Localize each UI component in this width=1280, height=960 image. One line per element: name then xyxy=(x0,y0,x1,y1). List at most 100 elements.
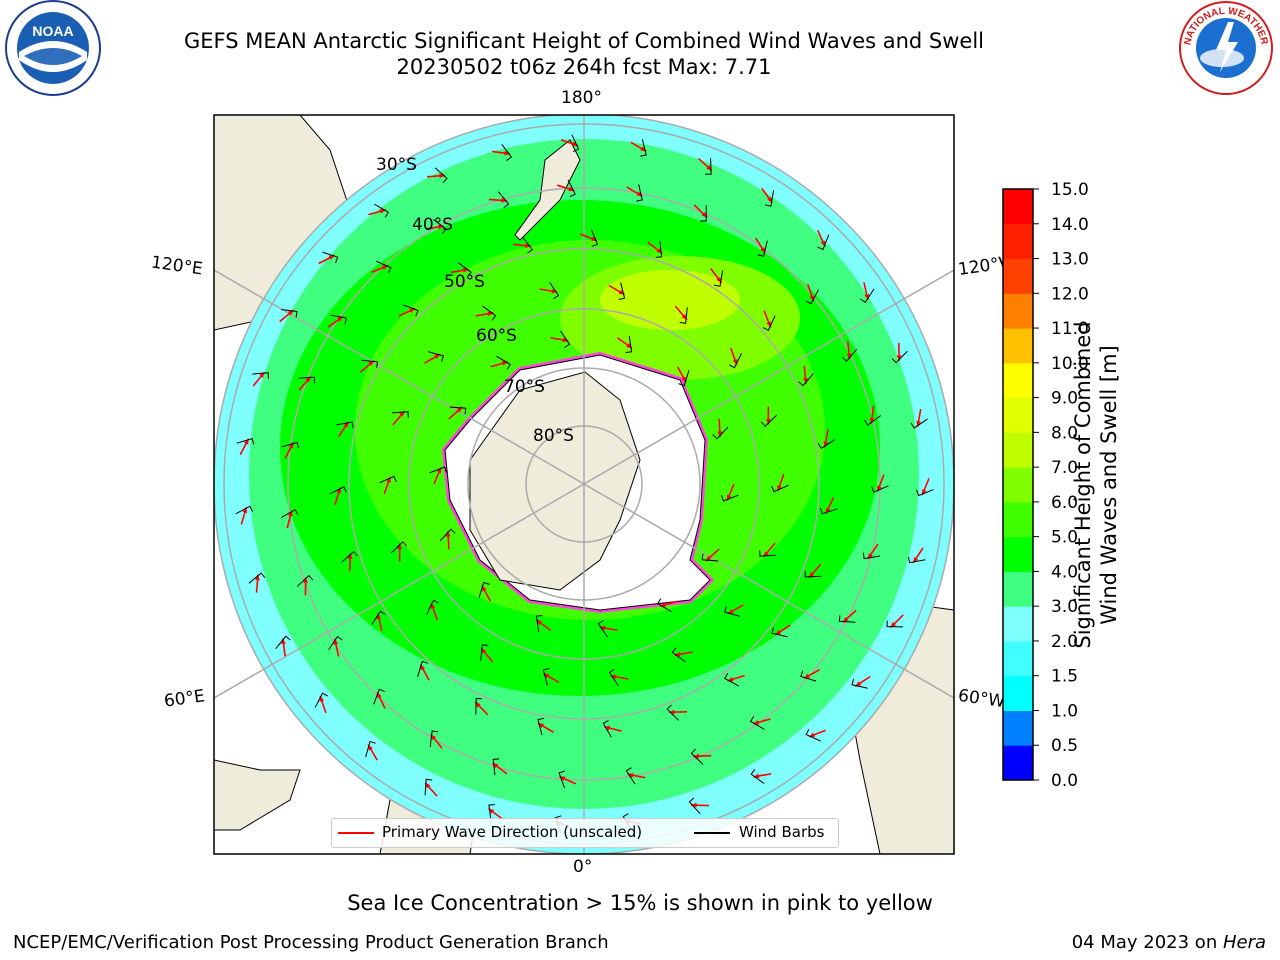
wave-direction-arrowhead xyxy=(504,150,511,156)
wind-barb xyxy=(712,426,729,440)
wave-direction-arrowhead xyxy=(890,622,896,628)
wind-barb xyxy=(429,730,439,747)
wave-direction-arrowhead xyxy=(705,555,712,561)
wind-barb xyxy=(402,304,419,317)
wind-barb xyxy=(891,350,908,364)
colorbar-tick-label: 13.0 xyxy=(1051,250,1089,270)
wind-barb xyxy=(434,167,448,184)
colorbar-swatch xyxy=(1003,745,1033,781)
wave-direction-arrowhead xyxy=(525,243,531,249)
wind-barb xyxy=(322,251,339,264)
wind-barb xyxy=(427,351,444,362)
wind-barb xyxy=(851,678,868,689)
wind-barb xyxy=(429,466,448,474)
wind-barb xyxy=(871,485,889,493)
wind-barb xyxy=(636,184,643,202)
wind-barb xyxy=(864,415,882,426)
wind-barb xyxy=(908,556,926,564)
wave-direction-arrowhead xyxy=(382,265,389,270)
wind-barb xyxy=(705,158,712,175)
wind-barb xyxy=(475,697,483,715)
wave-direction-arrowhead xyxy=(716,277,722,283)
wave-direction-arrowhead xyxy=(475,701,481,708)
wind-barb xyxy=(567,179,576,198)
wind-barb xyxy=(760,414,778,427)
map-title: GEFS MEAN Antarctic Significant Height o… xyxy=(183,29,985,53)
wave-direction-arrowhead xyxy=(281,638,286,645)
colorbar-swatch xyxy=(1003,293,1033,329)
legend-black-line xyxy=(694,832,730,834)
colorbar-tick-label: 12.0 xyxy=(1051,284,1089,304)
wind-barb xyxy=(590,229,599,247)
wind-barb xyxy=(671,647,686,663)
wave-direction-arrowhead xyxy=(337,316,344,322)
colorbar-swatch xyxy=(1003,397,1033,433)
wind-barb xyxy=(688,797,701,814)
wind-barb xyxy=(281,441,300,449)
wind-barb xyxy=(336,421,354,429)
wind-barb xyxy=(916,489,934,497)
wind-barb xyxy=(236,437,255,445)
colorbar-title-line2: Wind Waves and Swell [m] xyxy=(1097,345,1121,625)
colorbar-tick-label: 10.0 xyxy=(1051,354,1089,374)
wind-barb xyxy=(679,307,688,324)
colorbar-tick-label: 5.0 xyxy=(1051,528,1078,548)
wind-barb xyxy=(678,370,690,387)
wave-direction-arrowhead xyxy=(808,732,815,737)
wave-direction-arrowhead xyxy=(760,247,766,254)
wind-barb xyxy=(724,672,740,687)
colorbar-tick-label: 1.5 xyxy=(1051,667,1078,687)
wind-barb xyxy=(700,205,707,222)
wind-barb xyxy=(392,411,409,418)
wind-barb xyxy=(640,139,647,157)
wind-barb xyxy=(690,748,704,765)
colorbar-tick-label: 4.0 xyxy=(1051,562,1078,582)
wind-barb xyxy=(275,635,291,650)
wave-direction-arrowhead xyxy=(820,240,826,247)
wind-barb xyxy=(497,191,510,209)
footer-host: Hera xyxy=(1222,932,1266,953)
wave-direction-arrowhead xyxy=(855,681,862,687)
wind-barb xyxy=(666,704,679,721)
wind-barb xyxy=(819,507,838,515)
wind-barb xyxy=(248,572,266,584)
wind-barb xyxy=(724,606,741,617)
colorbar-tick-label: 14.0 xyxy=(1051,215,1089,235)
colorbar-swatch xyxy=(1003,467,1033,503)
wind-barb xyxy=(860,288,875,304)
lon-label-0: 0° xyxy=(573,857,593,877)
lon-label-180: 180° xyxy=(561,88,602,108)
colorbar-tick-label: 15.0 xyxy=(1051,180,1089,200)
wind-barb xyxy=(560,330,571,348)
wave-direction-arrowhead xyxy=(255,574,260,581)
wave-direction-arrowhead xyxy=(368,360,375,366)
ocean-band-7-8m xyxy=(600,270,740,330)
wind-barb xyxy=(328,635,343,651)
meridian-60e-120w xyxy=(214,269,954,699)
colorbar-swatch xyxy=(1003,606,1033,642)
noaa-logo-text: NOAA xyxy=(32,23,73,39)
wind-barb xyxy=(480,644,489,661)
wind-barb xyxy=(390,541,408,554)
wind-barb xyxy=(800,670,817,682)
colorbar-tick-label: 1.0 xyxy=(1051,701,1078,721)
wind-barb xyxy=(376,260,392,274)
colorbar-swatch xyxy=(1003,501,1033,538)
wind-barb xyxy=(432,218,447,234)
wind-barb xyxy=(805,289,819,305)
wind-barb xyxy=(424,778,433,796)
wind-barb xyxy=(625,767,636,785)
colorbar-swatch xyxy=(1003,640,1033,677)
wind-barb xyxy=(252,372,269,379)
legend-primary-wave: Primary Wave Direction (unscaled) xyxy=(382,823,643,841)
wind-barb xyxy=(235,505,253,515)
wind-barb xyxy=(373,688,386,705)
colorbar-swatch xyxy=(1003,536,1033,572)
wind-barb xyxy=(439,528,456,542)
wind-barb xyxy=(482,305,497,321)
wave-direction-arrowhead xyxy=(681,376,687,383)
wind-barb xyxy=(314,692,329,708)
wave-direction-arrowhead xyxy=(430,734,437,741)
map-subtitle: 20230502 t06z 264h fcst Max: 7.71 xyxy=(396,55,772,79)
